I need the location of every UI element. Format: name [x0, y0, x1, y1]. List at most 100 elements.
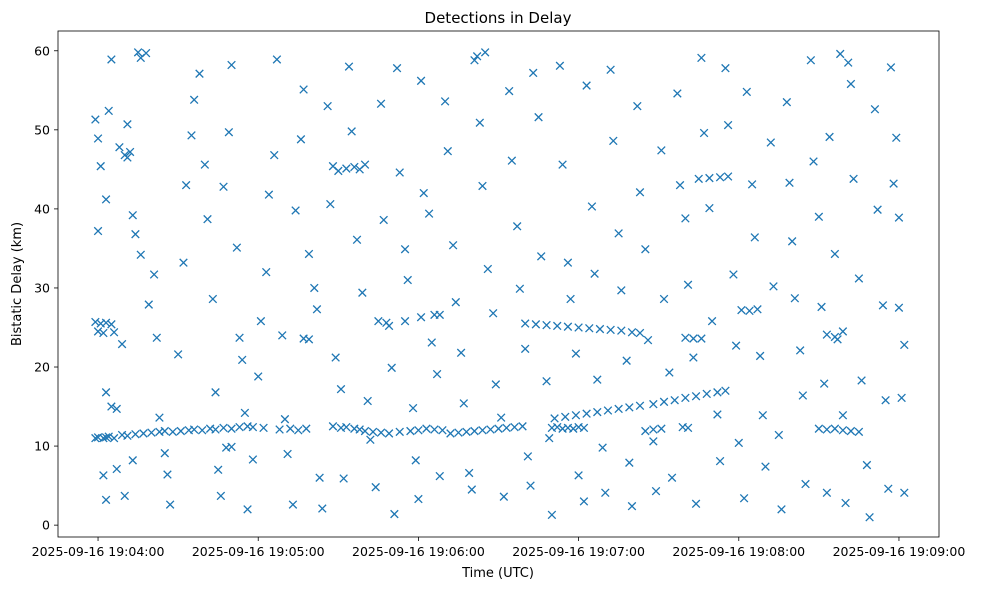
- detection-point: [288, 500, 298, 509]
- detection-point: [838, 410, 848, 420]
- detection-point: [344, 62, 354, 71]
- detection-point: [729, 270, 738, 279]
- detection-point: [691, 392, 701, 401]
- detection-point: [168, 427, 178, 437]
- detection-point: [889, 179, 898, 188]
- detection-point: [713, 410, 722, 419]
- detection-point: [451, 297, 461, 307]
- detection-point: [435, 471, 445, 481]
- detection-point: [390, 509, 399, 519]
- y-tick-label: 50: [34, 122, 50, 137]
- detection-point: [846, 79, 856, 89]
- detection-point: [633, 101, 642, 111]
- detection-point: [649, 425, 658, 434]
- detection-point: [123, 431, 132, 441]
- detection-point: [147, 428, 156, 437]
- detection-point: [475, 118, 485, 127]
- detection-point: [350, 162, 359, 172]
- detection-point: [838, 426, 848, 435]
- detection-point: [585, 324, 594, 333]
- detection-point: [109, 433, 119, 443]
- detection-point: [681, 333, 690, 343]
- detection-point: [854, 274, 864, 283]
- detection-point: [520, 319, 530, 328]
- detection-point: [635, 188, 645, 197]
- detection-point: [574, 471, 583, 480]
- detection-point: [542, 320, 551, 330]
- detection-point: [416, 76, 426, 86]
- detection-point: [563, 322, 573, 331]
- detection-point: [822, 425, 832, 434]
- detection-point: [651, 486, 661, 496]
- detection-point: [523, 452, 533, 461]
- detection-point: [112, 404, 121, 414]
- detection-point: [227, 442, 236, 452]
- detection-point: [352, 235, 362, 244]
- detection-point: [176, 426, 186, 436]
- detection-point: [814, 424, 824, 433]
- detection-point: [424, 209, 434, 218]
- detection-point: [93, 226, 103, 236]
- detection-point: [299, 85, 308, 94]
- detection-point: [747, 180, 757, 189]
- detection-point: [443, 146, 453, 156]
- detection-point: [884, 484, 893, 494]
- detection-point: [635, 401, 645, 411]
- detection-point: [894, 213, 904, 222]
- detection-point: [109, 327, 119, 337]
- detection-point: [593, 407, 602, 417]
- detection-point: [264, 190, 274, 199]
- detection-point: [422, 424, 431, 433]
- detection-point: [120, 491, 130, 501]
- detection-point: [379, 215, 388, 225]
- detection-point: [432, 369, 442, 379]
- detection-point: [216, 491, 226, 501]
- detection-point: [617, 326, 626, 335]
- detection-point: [368, 427, 378, 437]
- detection-point: [635, 328, 645, 338]
- detection-point: [507, 156, 517, 165]
- detection-point: [814, 212, 824, 222]
- detection-point: [665, 368, 674, 377]
- detection-point: [878, 301, 888, 310]
- detection-point: [387, 363, 396, 373]
- detection-point: [195, 69, 204, 78]
- detection-point: [430, 425, 439, 434]
- detection-point: [625, 458, 634, 467]
- detection-point: [400, 316, 410, 326]
- detection-point: [614, 229, 623, 238]
- detection-point: [900, 340, 909, 350]
- detection-point: [446, 429, 455, 438]
- detection-point: [681, 214, 690, 223]
- detection-point: [179, 258, 188, 267]
- y-tick-label: 30: [34, 280, 50, 295]
- detection-point: [376, 99, 386, 108]
- detection-point: [261, 267, 271, 277]
- detection-point: [237, 355, 247, 365]
- detection-point: [360, 160, 370, 169]
- x-tick-label: 2025-09-16 19:08:00: [672, 544, 805, 559]
- detection-point: [838, 327, 848, 336]
- y-tick-label: 40: [34, 201, 50, 216]
- detection-point: [670, 395, 679, 405]
- detection-point: [822, 330, 832, 339]
- detection-point: [339, 474, 348, 483]
- detection-point: [454, 428, 463, 437]
- detection-point: [865, 512, 874, 522]
- detection-point: [462, 427, 471, 437]
- detection-point: [900, 488, 909, 497]
- detection-point: [750, 233, 760, 242]
- detection-point: [766, 138, 776, 147]
- detection-point: [555, 61, 565, 71]
- detection-point: [240, 408, 250, 418]
- detection-point: [328, 161, 338, 171]
- detection-point: [854, 427, 864, 437]
- detection-point: [211, 425, 220, 434]
- detection-point: [371, 482, 380, 492]
- y-axis-label: Bistatic Delay (km): [10, 222, 25, 346]
- detection-point: [787, 237, 797, 246]
- detection-point: [414, 494, 423, 504]
- detection-point: [881, 395, 890, 405]
- detection-point: [590, 269, 599, 278]
- detection-point: [659, 397, 669, 407]
